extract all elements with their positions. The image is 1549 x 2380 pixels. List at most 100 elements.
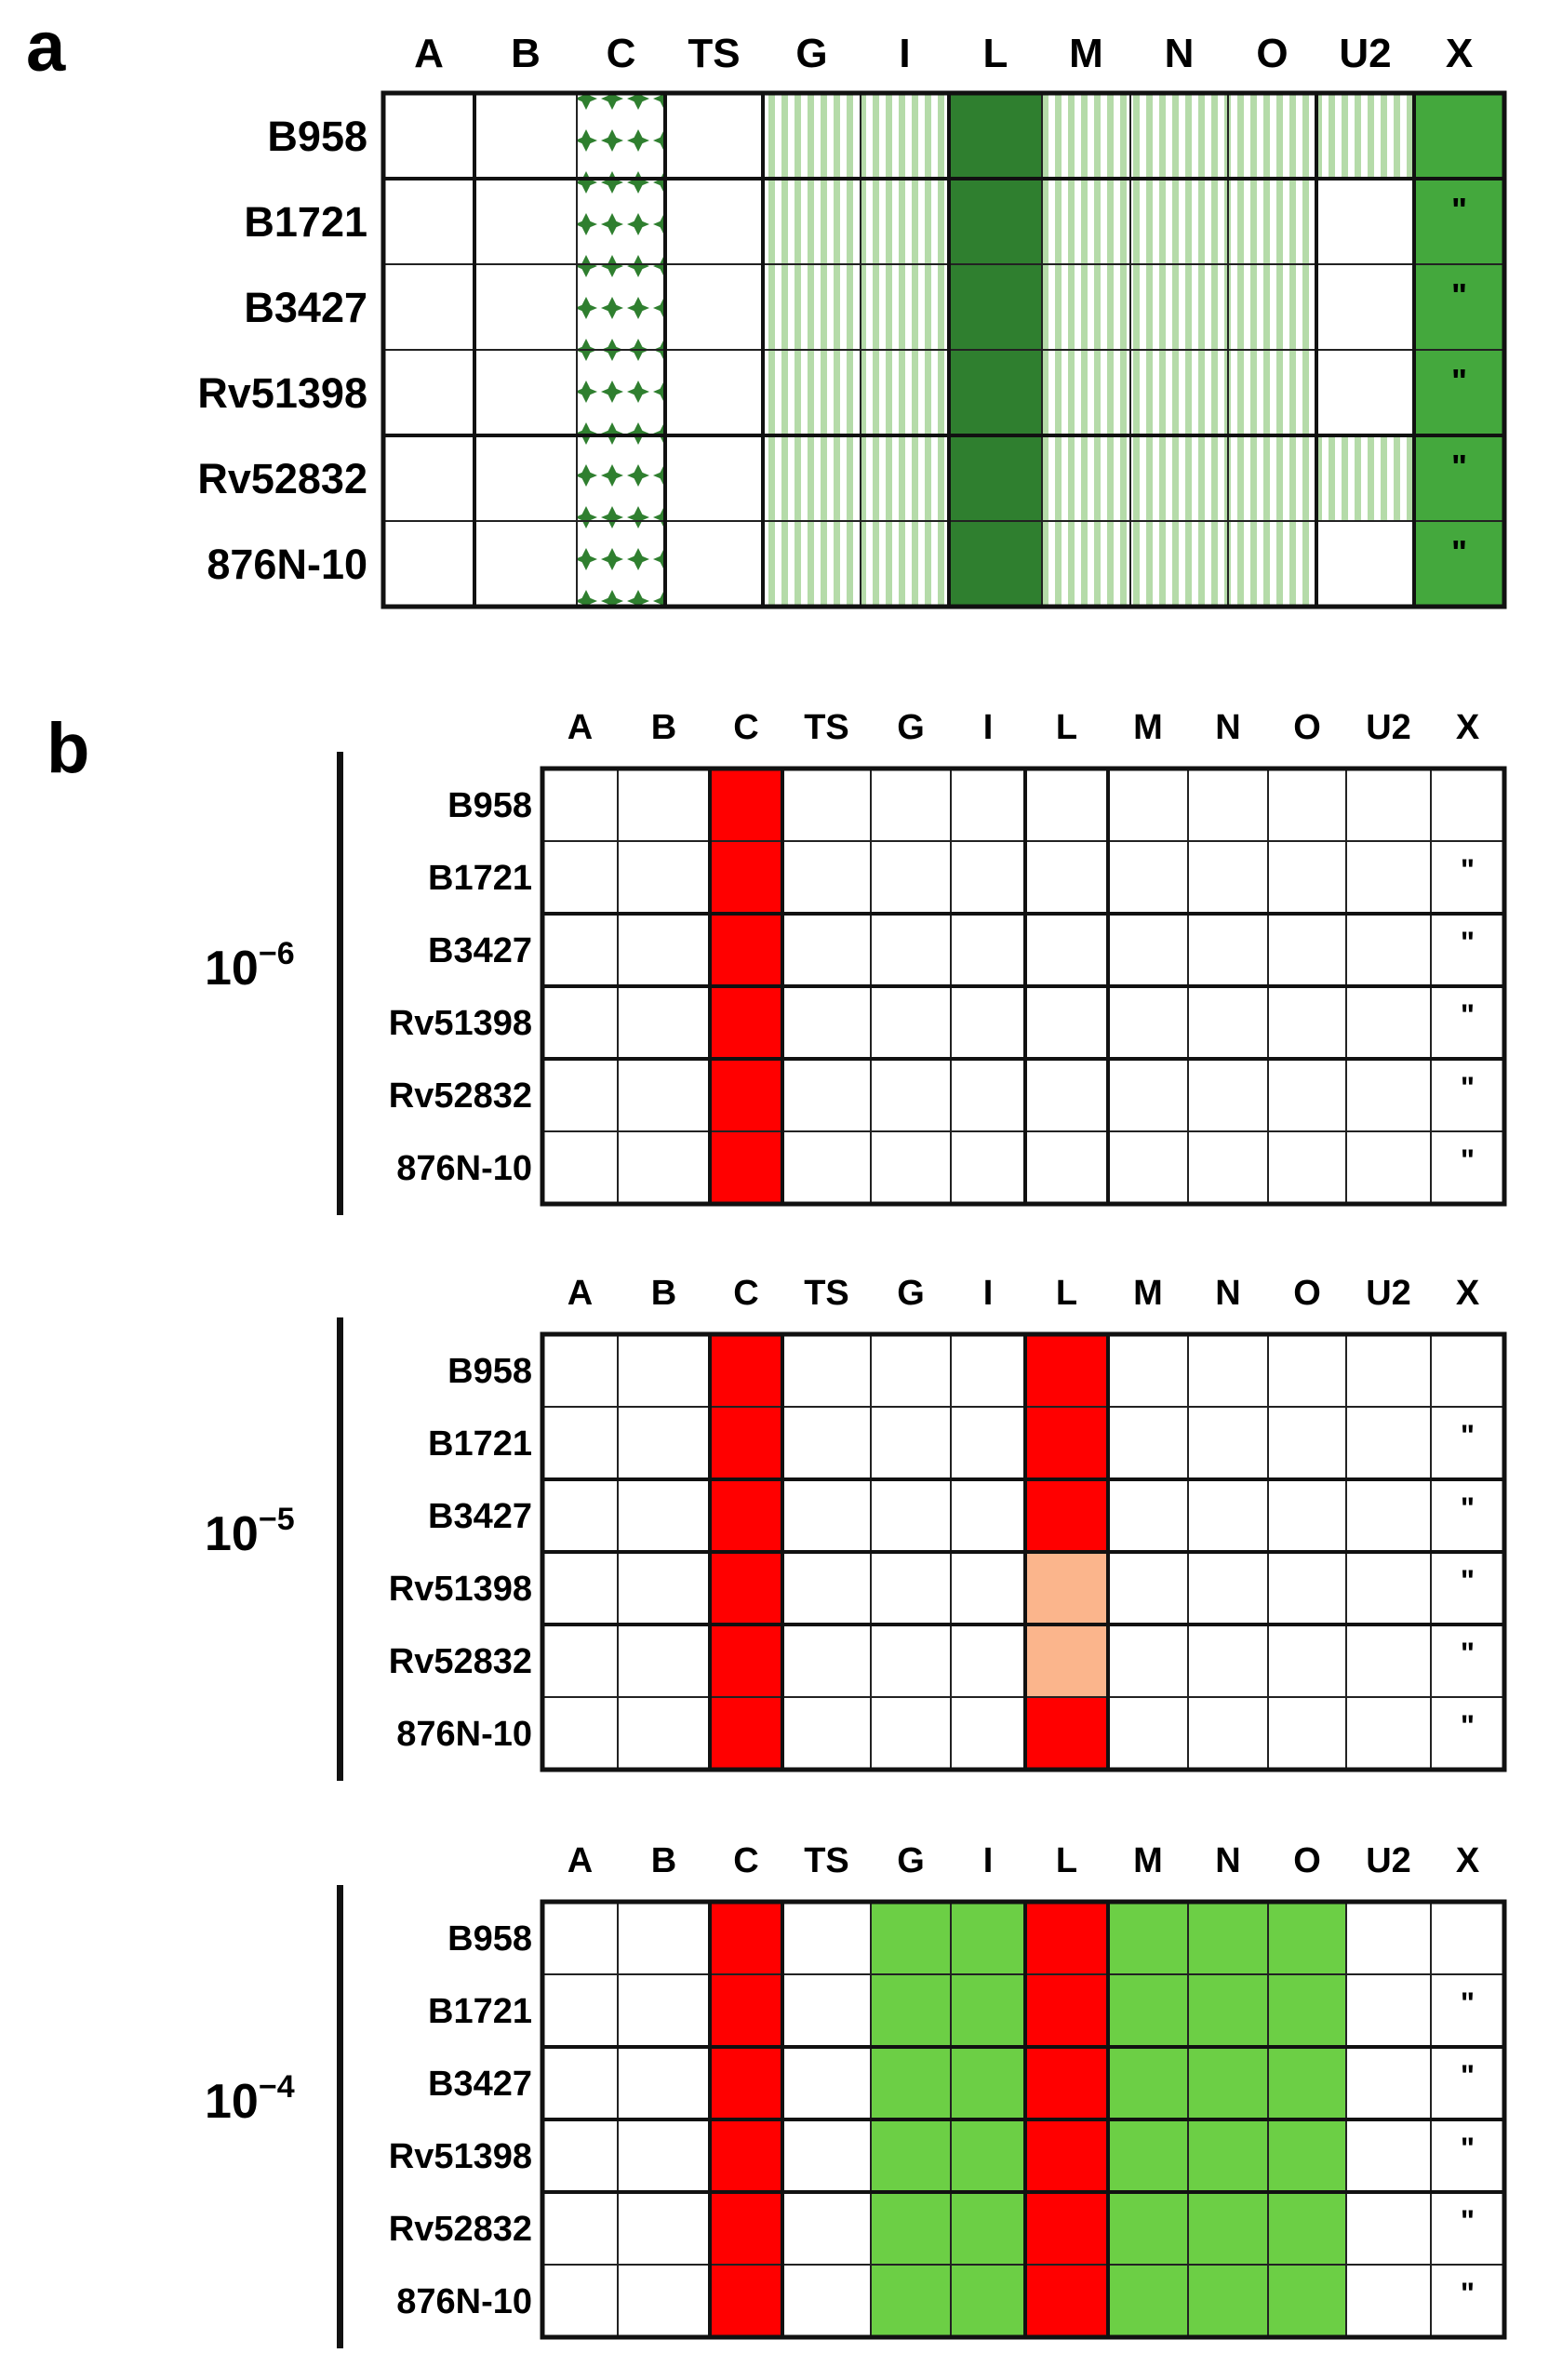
cell-b0-b1721-b <box>617 840 711 915</box>
cell-b1-rv52832-ts <box>781 1624 872 1698</box>
cell-a-rv52832-g <box>762 435 861 522</box>
cell-b2-b1721-u2 <box>1345 1973 1432 2048</box>
cell-a-rv51398-b <box>474 349 578 436</box>
cell-b2-rv51398-g <box>870 2119 952 2193</box>
column-header-i: I <box>983 1841 994 1880</box>
cell-b1-876n-10-l <box>1024 1696 1109 1771</box>
cell-b0-rv51398-m <box>1107 985 1189 1060</box>
column-header-ts: TS <box>804 1841 849 1880</box>
cell-b1-b1721-m <box>1107 1406 1189 1480</box>
cell-b2-b958-g <box>870 1901 952 1975</box>
cell-b2-876n-10-c <box>709 2264 783 2338</box>
cell-b0-b958-o <box>1267 768 1347 842</box>
cell-b0-876n-10-o <box>1267 1130 1347 1205</box>
column-header-a: A <box>568 708 593 747</box>
row-label-b958: B958 <box>447 1919 532 1959</box>
cell-b1-876n-10-x <box>1430 1696 1505 1771</box>
column-header-u2: U2 <box>1366 708 1411 747</box>
cell-b1-b958-i <box>950 1333 1026 1408</box>
cell-b1-b1721-i <box>950 1406 1026 1480</box>
cell-b2-rv51398-o <box>1267 2119 1347 2193</box>
column-header-ts: TS <box>804 1274 849 1313</box>
ditto-mark: " <box>1451 191 1467 229</box>
cell-b2-rv51398-b <box>617 2119 711 2193</box>
cell-b2-b958-x <box>1430 1901 1505 1975</box>
cell-b0-rv51398-g <box>870 985 952 1060</box>
cell-a-rv52832-a <box>382 435 475 522</box>
cell-b2-b1721-c <box>709 1973 783 2048</box>
cell-b1-b3427-l <box>1024 1478 1109 1553</box>
cell-b2-b3427-a <box>541 2046 619 2120</box>
column-header-c: C <box>733 1841 758 1880</box>
cell-b1-b958-g <box>870 1333 952 1408</box>
cell-a-rv51398-x <box>1413 349 1505 436</box>
ditto-mark: " <box>1461 1419 1475 1452</box>
cell-b2-rv52832-m <box>1107 2191 1189 2266</box>
cell-b0-b3427-l <box>1024 913 1109 987</box>
cell-b2-b958-i <box>950 1901 1026 1975</box>
cell-a-876n-10-b <box>474 520 578 608</box>
cell-b0-rv51398-c <box>709 985 783 1060</box>
dilution-block-1: A B C TS G I L M N O U2 X B958 B1721 B3427 Rv51398 Rv528… <box>205 1274 1507 1781</box>
cell-b2-rv51398-ts <box>781 2119 872 2193</box>
cell-a-b958-i <box>860 92 950 180</box>
cell-b0-rv51398-n <box>1187 985 1269 1060</box>
cell-a-b1721-ts <box>664 178 764 265</box>
cell-b2-b1721-ts <box>781 1973 872 2048</box>
cell-b1-rv52832-g <box>870 1624 952 1698</box>
cell-b0-rv52832-n <box>1187 1058 1269 1132</box>
row-label-rv52832: Rv52832 <box>389 1076 532 1116</box>
cell-b1-b3427-b <box>617 1478 711 1553</box>
cell-b2-876n-10-b <box>617 2264 711 2338</box>
cell-b0-b3427-n <box>1187 913 1269 987</box>
cell-b0-rv51398-b <box>617 985 711 1060</box>
cell-b0-b958-g <box>870 768 952 842</box>
cell-b1-876n-10-ts <box>781 1696 872 1771</box>
column-header-m: M <box>1133 1274 1163 1313</box>
cell-b0-876n-10-ts <box>781 1130 872 1205</box>
cell-b1-b958-b <box>617 1333 711 1408</box>
cell-b2-rv52832-ts <box>781 2191 872 2266</box>
cell-b1-b1721-c <box>709 1406 783 1480</box>
cell-b0-b1721-g <box>870 840 952 915</box>
cell-b0-b1721-x <box>1430 840 1505 915</box>
cell-b0-876n-10-g <box>870 1130 952 1205</box>
cell-b1-b958-n <box>1187 1333 1269 1408</box>
cell-b2-b1721-o <box>1267 1973 1347 2048</box>
cell-b2-876n-10-m <box>1107 2264 1189 2338</box>
cell-b2-b3427-b <box>617 2046 711 2120</box>
column-header-o: O <box>1256 31 1288 76</box>
cell-b0-b958-l <box>1024 768 1109 842</box>
cell-b1-b958-m <box>1107 1333 1189 1408</box>
cell-b2-rv51398-a <box>541 2119 619 2193</box>
cell-b1-rv51398-l <box>1024 1551 1109 1625</box>
cell-b2-b1721-a <box>541 1973 619 2048</box>
cell-a-b958-o <box>1227 92 1317 180</box>
column-header-a: A <box>568 1274 593 1313</box>
cell-b1-rv52832-o <box>1267 1624 1347 1698</box>
cell-b2-rv52832-l <box>1024 2191 1109 2266</box>
cell-b2-b1721-g <box>870 1973 952 2048</box>
dilution-exponent: −6 <box>259 936 295 971</box>
cell-a-b1721-l <box>948 178 1043 265</box>
cell-a-b1721-g <box>762 178 861 265</box>
cell-b1-b1721-a <box>541 1406 619 1480</box>
cell-b1-b1721-b <box>617 1406 711 1480</box>
cell-a-b3427-m <box>1041 263 1131 351</box>
dilution-label: 10−4 <box>205 2069 295 2129</box>
cell-b0-876n-10-a <box>541 1130 619 1205</box>
bracket-bar <box>337 1885 343 2348</box>
cell-a-rv52832-i <box>860 435 950 522</box>
cell-b2-b1721-l <box>1024 1973 1109 2048</box>
cell-a-b958-x <box>1413 92 1505 180</box>
cell-a-b3427-o <box>1227 263 1317 351</box>
row-label-876n-10: 876N-10 <box>396 1149 532 1188</box>
cell-b2-b1721-i <box>950 1973 1026 2048</box>
row-label-b958: B958 <box>447 1352 532 1391</box>
cell-b1-876n-10-i <box>950 1696 1026 1771</box>
cell-b2-rv51398-m <box>1107 2119 1189 2193</box>
dilution-exponent: −5 <box>259 1502 295 1537</box>
cell-b2-b3427-i <box>950 2046 1026 2120</box>
cell-b0-b3427-b <box>617 913 711 987</box>
cell-b0-b3427-m <box>1107 913 1189 987</box>
